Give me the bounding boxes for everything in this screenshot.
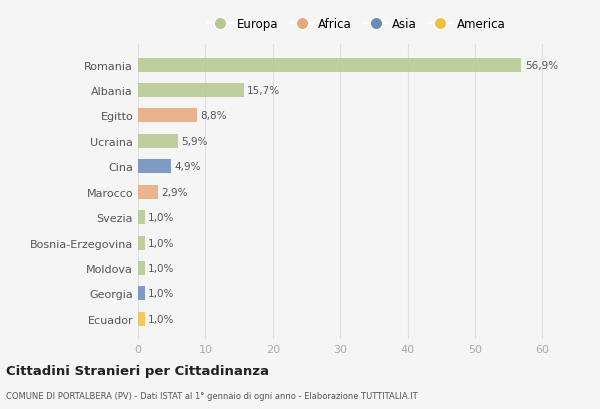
Bar xyxy=(138,261,145,275)
Legend: Europa, Africa, Asia, America: Europa, Africa, Asia, America xyxy=(206,16,508,33)
Text: 15,7%: 15,7% xyxy=(247,86,280,96)
Text: 4,9%: 4,9% xyxy=(175,162,201,172)
Bar xyxy=(138,160,171,174)
Text: COMUNE DI PORTALBERA (PV) - Dati ISTAT al 1° gennaio di ogni anno - Elaborazione: COMUNE DI PORTALBERA (PV) - Dati ISTAT a… xyxy=(6,391,418,400)
Text: 8,8%: 8,8% xyxy=(200,111,227,121)
Text: 1,0%: 1,0% xyxy=(148,289,175,299)
Bar xyxy=(138,211,145,225)
Text: Cittadini Stranieri per Cittadinanza: Cittadini Stranieri per Cittadinanza xyxy=(6,364,269,377)
Bar xyxy=(138,135,178,148)
Text: 1,0%: 1,0% xyxy=(148,238,175,248)
Bar xyxy=(138,84,244,98)
Bar xyxy=(138,109,197,123)
Text: 5,9%: 5,9% xyxy=(181,137,208,146)
Bar xyxy=(138,312,145,326)
Text: 56,9%: 56,9% xyxy=(525,61,558,70)
Bar xyxy=(138,58,521,72)
Text: 1,0%: 1,0% xyxy=(148,263,175,273)
Bar xyxy=(138,236,145,250)
Text: 1,0%: 1,0% xyxy=(148,213,175,222)
Text: 2,9%: 2,9% xyxy=(161,187,187,197)
Text: 1,0%: 1,0% xyxy=(148,314,175,324)
Bar xyxy=(138,185,158,199)
Bar xyxy=(138,287,145,301)
